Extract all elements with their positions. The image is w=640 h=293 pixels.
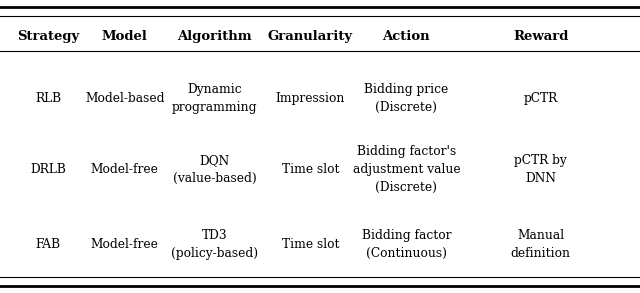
Text: Bidding factor's
adjustment value
(Discrete): Bidding factor's adjustment value (Discr… bbox=[353, 145, 460, 195]
Text: FAB: FAB bbox=[35, 238, 61, 251]
Text: Action: Action bbox=[383, 30, 430, 43]
Text: pCTR by
DNN: pCTR by DNN bbox=[515, 154, 567, 185]
Text: Algorithm: Algorithm bbox=[177, 30, 252, 43]
Text: RLB: RLB bbox=[35, 92, 61, 105]
Text: Time slot: Time slot bbox=[282, 238, 339, 251]
Text: Impression: Impression bbox=[276, 92, 345, 105]
Text: Time slot: Time slot bbox=[282, 163, 339, 176]
Text: Reward: Reward bbox=[513, 30, 568, 43]
Text: Model-based: Model-based bbox=[85, 92, 164, 105]
Text: Manual
definition: Manual definition bbox=[511, 229, 571, 260]
Text: Model: Model bbox=[102, 30, 148, 43]
Text: Bidding factor
(Continuous): Bidding factor (Continuous) bbox=[362, 229, 451, 260]
Text: DRLB: DRLB bbox=[30, 163, 66, 176]
Text: Model-free: Model-free bbox=[91, 238, 159, 251]
Text: Bidding price
(Discrete): Bidding price (Discrete) bbox=[364, 83, 449, 114]
Text: pCTR: pCTR bbox=[524, 92, 558, 105]
Text: DQN
(value-based): DQN (value-based) bbox=[173, 154, 256, 185]
Text: Model-free: Model-free bbox=[91, 163, 159, 176]
Text: TD3
(policy-based): TD3 (policy-based) bbox=[171, 229, 258, 260]
Text: Dynamic
programming: Dynamic programming bbox=[172, 83, 257, 114]
Text: Strategy: Strategy bbox=[17, 30, 79, 43]
Text: Granularity: Granularity bbox=[268, 30, 353, 43]
